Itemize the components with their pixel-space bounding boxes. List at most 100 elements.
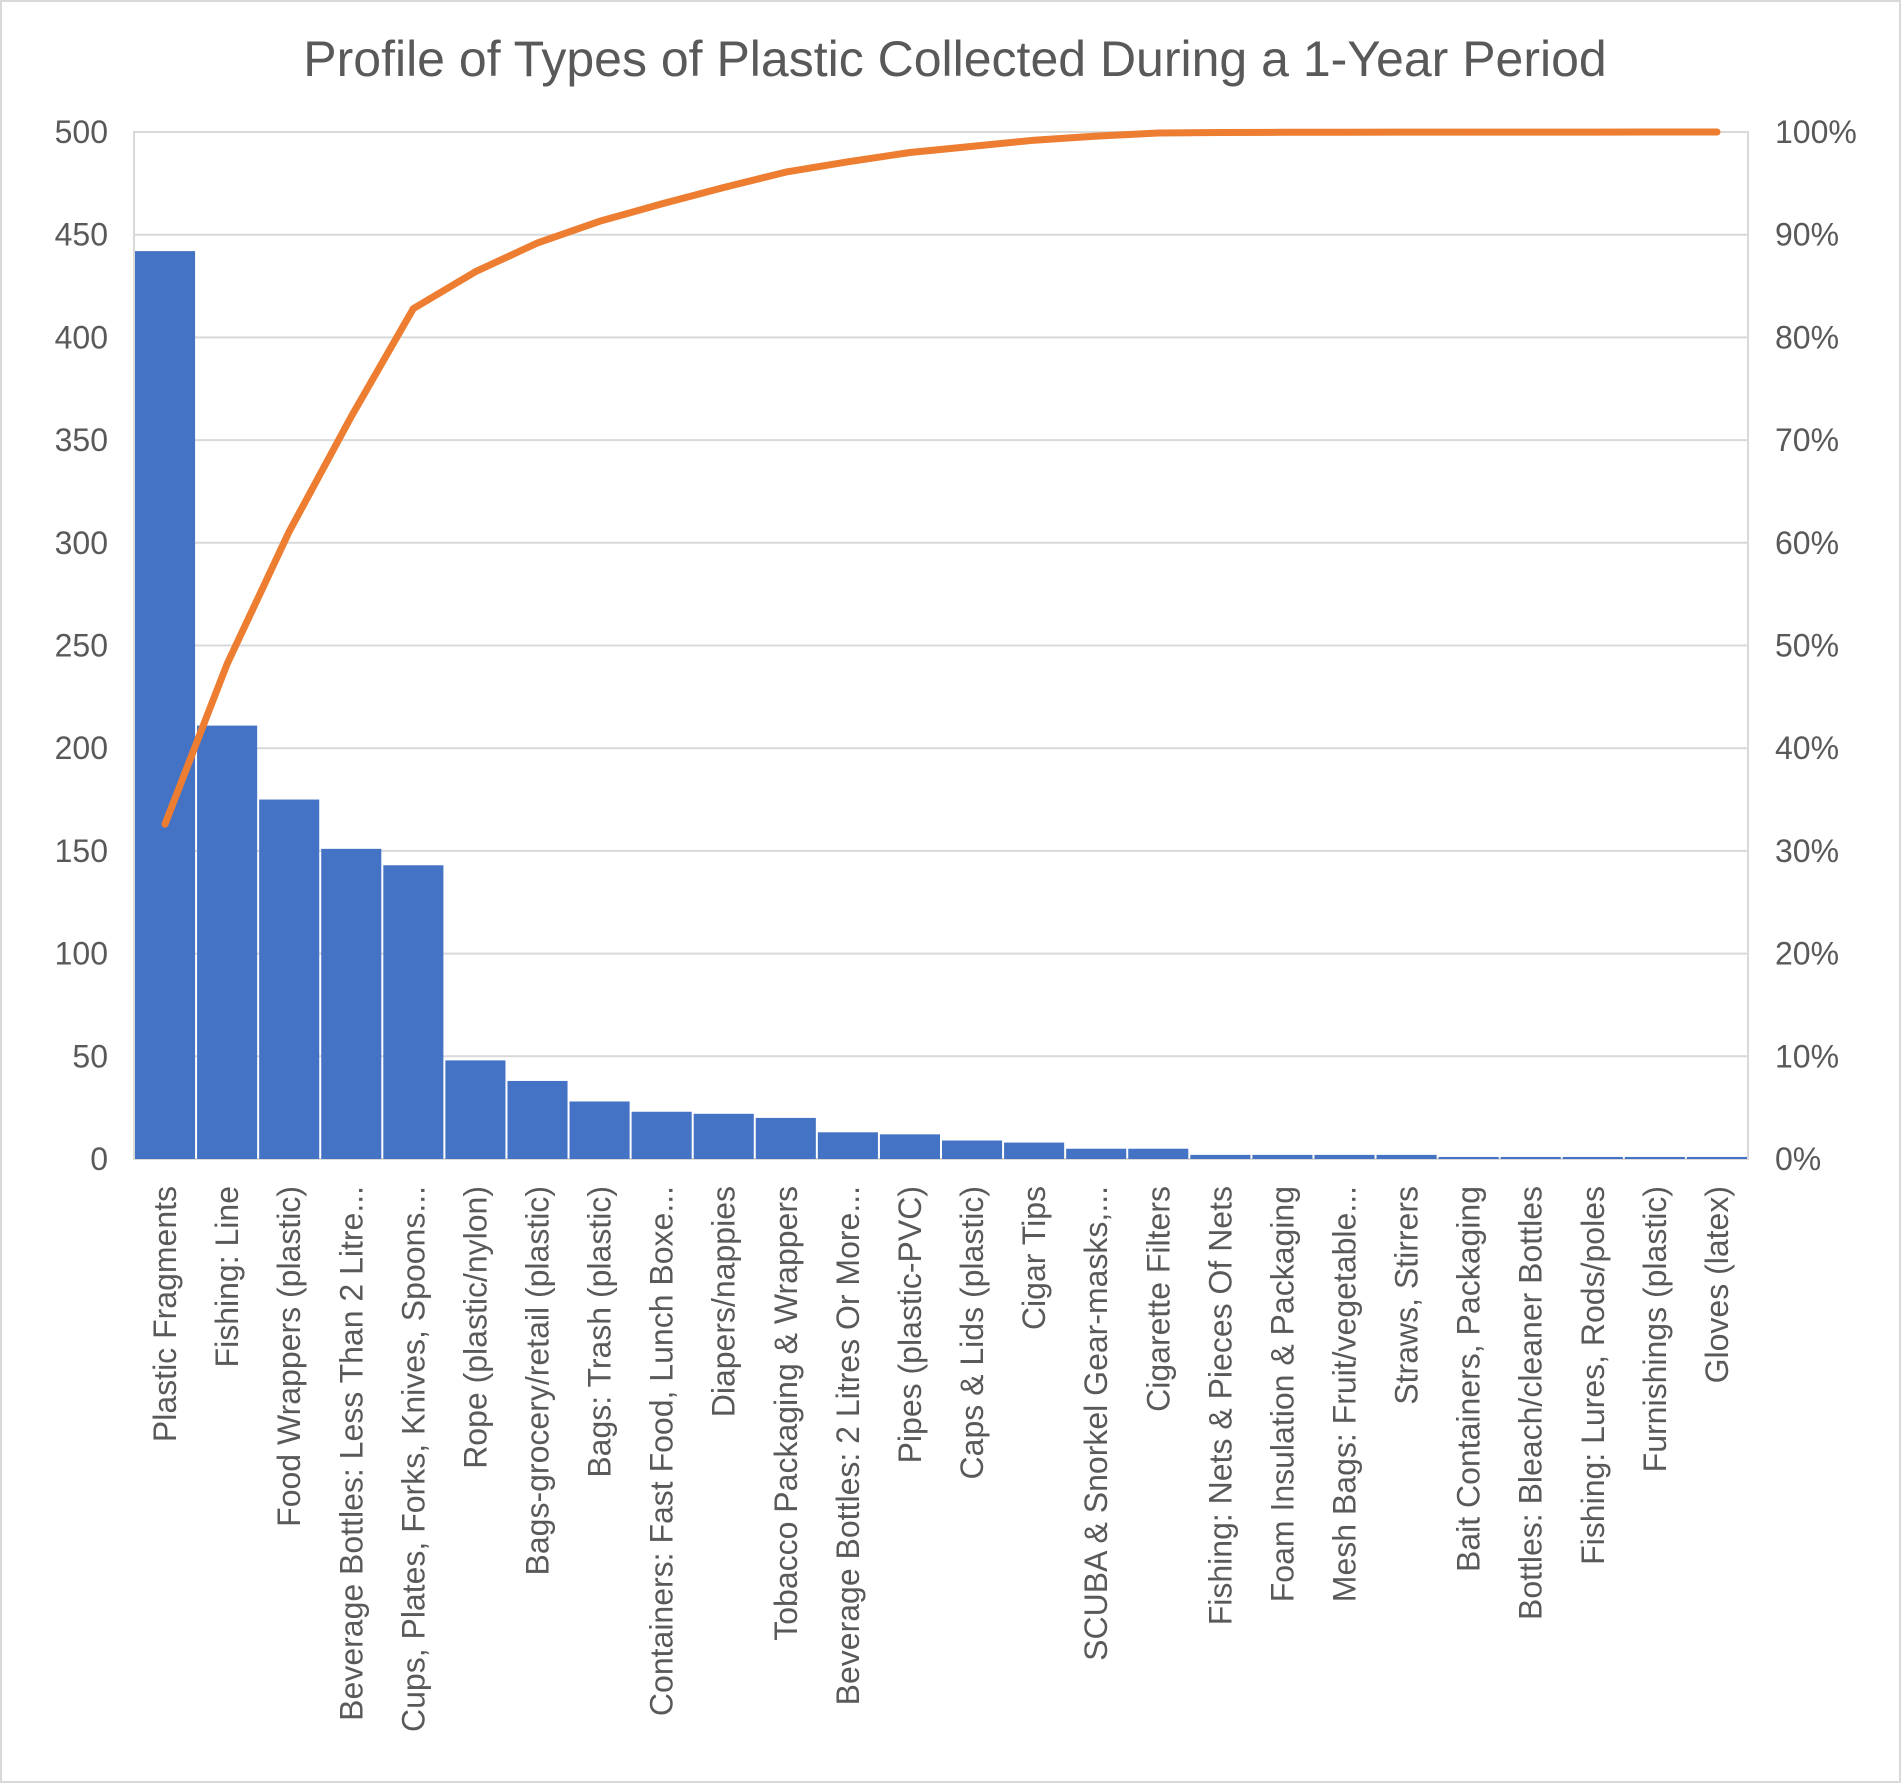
plot-area (133, 131, 1749, 1160)
cumulative-point (660, 202, 664, 206)
bar (1314, 1154, 1375, 1159)
bar (197, 725, 258, 1159)
category-label: Fishing: Line (209, 1186, 245, 1367)
bar (569, 1101, 630, 1159)
right-tick-label: 0% (1775, 1141, 1821, 1177)
right-axis: 0% 10% 20% 30% 40% 50% 60% 70% 80% 90% 100% (1775, 114, 1857, 1177)
category-label: Straws, Stirrers (1389, 1186, 1425, 1405)
cumulative-percent-line (161, 128, 1721, 828)
cumulative-point (1653, 130, 1657, 134)
category-label: Cups, Plates, Forks, Knives, Spoons... (395, 1186, 431, 1732)
right-tick-label: 70% (1775, 422, 1839, 458)
left-tick-label: 500 (55, 114, 108, 150)
cumulative-point (1343, 130, 1346, 134)
cumulative-point (536, 241, 539, 245)
bar (1252, 1154, 1313, 1159)
category-label: Cigarette Filters (1140, 1186, 1176, 1412)
category-label: Pipes (plastic-PVC) (892, 1186, 928, 1463)
cumulative-point (1467, 130, 1471, 134)
right-tick-label: 10% (1775, 1038, 1839, 1074)
left-tick-label: 200 (55, 730, 108, 766)
right-tick-label: 80% (1775, 319, 1839, 355)
left-tick-label: 400 (55, 319, 108, 355)
left-tick-label: 0 (90, 1141, 108, 1177)
bar (631, 1111, 692, 1159)
category-label: Containers: Fast Food, Lunch Boxe... (644, 1186, 680, 1716)
category-label: Beverage Bottles: Less Than 2 Litre... (333, 1186, 369, 1721)
category-label: Food Wrappers (plastic) (271, 1186, 307, 1527)
cumulative-point (1032, 138, 1036, 142)
cumulative-point (287, 530, 291, 534)
cumulative-point (1715, 130, 1719, 134)
category-label: Furnishings (plastic) (1637, 1186, 1673, 1472)
cumulative-point (722, 185, 726, 189)
category-label: Cigar Tips (1016, 1186, 1052, 1330)
category-label: Gloves (latex) (1699, 1186, 1735, 1383)
chart-title: Profile of Types of Plastic Collected Du… (303, 31, 1606, 87)
left-axis: 0 50 100 150 200 250 300 350 400 450 500 (55, 114, 108, 1177)
cumulative-point (846, 160, 850, 164)
category-label: Bait Containers, Packaging (1451, 1186, 1487, 1572)
left-tick-label: 250 (55, 628, 108, 664)
bar (383, 865, 444, 1159)
cumulative-point (1529, 130, 1533, 134)
bar (1624, 1156, 1685, 1159)
category-label: Plastic Fragments (147, 1186, 183, 1442)
category-label: Beverage Bottles: 2 Litres Or More... (830, 1186, 866, 1705)
category-label: Mesh Bags: Fruit/vegetable... (1327, 1186, 1363, 1602)
cumulative-point (163, 822, 167, 826)
cumulative-point (349, 414, 353, 418)
bar (445, 1060, 506, 1159)
category-label: Foam Insulation & Packaging (1264, 1186, 1300, 1602)
category-label: SCUBA & Snorkel Gear-masks,... (1078, 1186, 1114, 1661)
bar (1066, 1148, 1127, 1159)
bar (1562, 1156, 1623, 1159)
cumulative-point (1405, 130, 1409, 134)
left-tick-label: 300 (55, 525, 108, 561)
category-label: Bottles: Bleach/cleaner Bottles (1513, 1186, 1549, 1620)
right-tick-label: 60% (1775, 525, 1839, 561)
cumulative-line-layer (161, 128, 1721, 828)
category-label: Bags: Trash (plastic) (582, 1186, 618, 1478)
bar (942, 1140, 1003, 1159)
bar (259, 799, 320, 1159)
bar (879, 1134, 940, 1159)
bar (693, 1113, 754, 1159)
right-tick-label: 20% (1775, 936, 1839, 972)
category-label: Caps & Lids (plastic) (954, 1186, 990, 1479)
bar (1190, 1154, 1251, 1159)
bar (1376, 1154, 1437, 1159)
cumulative-point (1094, 134, 1098, 138)
cumulative-point (1280, 130, 1284, 134)
left-tick-label: 450 (55, 217, 108, 253)
left-tick-label: 50 (72, 1038, 108, 1074)
left-tick-label: 100 (55, 936, 108, 972)
category-label: Rope (plastic/nylon) (457, 1186, 493, 1469)
bar (135, 251, 196, 1159)
bar (1500, 1156, 1561, 1159)
cumulative-point (1156, 131, 1160, 135)
cumulative-point (411, 307, 415, 311)
bar (1004, 1142, 1065, 1159)
bar (1128, 1148, 1189, 1159)
bar (817, 1132, 878, 1159)
bar (321, 848, 382, 1159)
right-tick-label: 50% (1775, 628, 1839, 664)
bar (755, 1117, 816, 1159)
bars (135, 251, 1747, 1159)
cumulative-point (784, 170, 788, 174)
category-label: Bags-grocery/retail (plastic) (520, 1186, 556, 1575)
category-label: Diapers/nappies (706, 1186, 742, 1417)
cumulative-point (225, 662, 229, 666)
cumulative-point (970, 144, 974, 148)
right-tick-label: 90% (1775, 217, 1839, 253)
category-label: Fishing: Lures, Rods/poles (1575, 1186, 1611, 1565)
bar (1438, 1156, 1499, 1159)
cumulative-point (598, 219, 602, 223)
category-label: Fishing: Nets & Pieces Of Nets (1202, 1186, 1238, 1625)
right-tick-label: 100% (1775, 114, 1857, 150)
bar (1686, 1156, 1747, 1159)
category-label: Tobacco Packaging & Wrappers (768, 1186, 804, 1641)
